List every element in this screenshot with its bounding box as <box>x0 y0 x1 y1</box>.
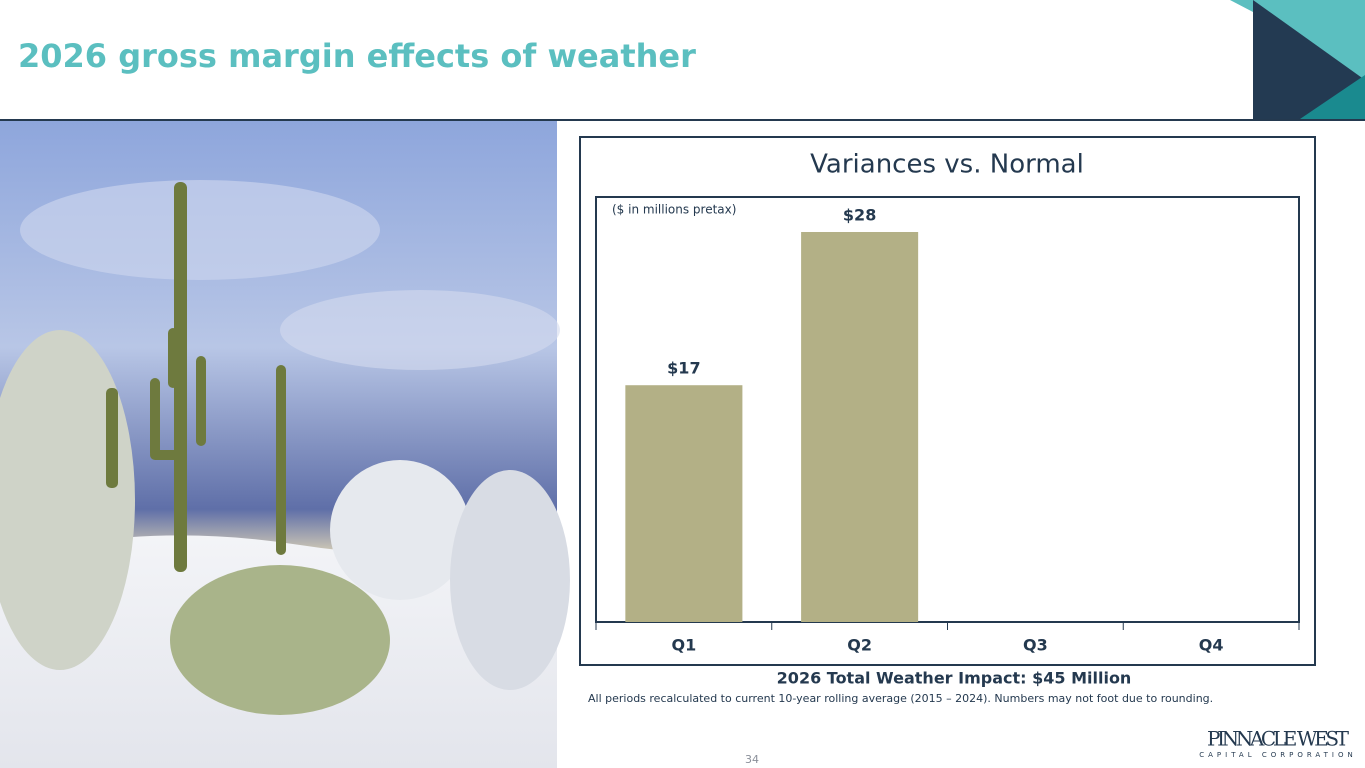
unit-note: ($ in millions pretax) <box>612 203 736 217</box>
slide-title: 2026 gross margin effects of weather <box>18 37 696 75</box>
desert-photo <box>0 121 570 768</box>
value-label: $17 <box>667 359 700 378</box>
header-bg <box>0 0 1365 119</box>
corner-decoration <box>1230 0 1365 119</box>
logo-tagline: CAPITAL CORPORATION <box>1199 751 1357 759</box>
x-tick-label: Q2 <box>847 636 872 655</box>
x-tick-label: Q1 <box>672 636 697 655</box>
header-rule <box>0 119 1365 121</box>
footnote: All periods recalculated to current 10-y… <box>588 692 1213 705</box>
total-impact: 2026 Total Weather Impact: $45 Million <box>777 669 1132 688</box>
x-tick-label: Q3 <box>1023 636 1048 655</box>
x-tick-label: Q4 <box>1199 636 1224 655</box>
bar <box>625 385 743 622</box>
bar <box>801 232 919 622</box>
page-number: 34 <box>745 753 759 766</box>
logo-name: PINNACLE WEST <box>1207 727 1350 751</box>
value-label: $28 <box>843 206 876 225</box>
chart-title: Variances vs. Normal <box>810 150 1084 180</box>
